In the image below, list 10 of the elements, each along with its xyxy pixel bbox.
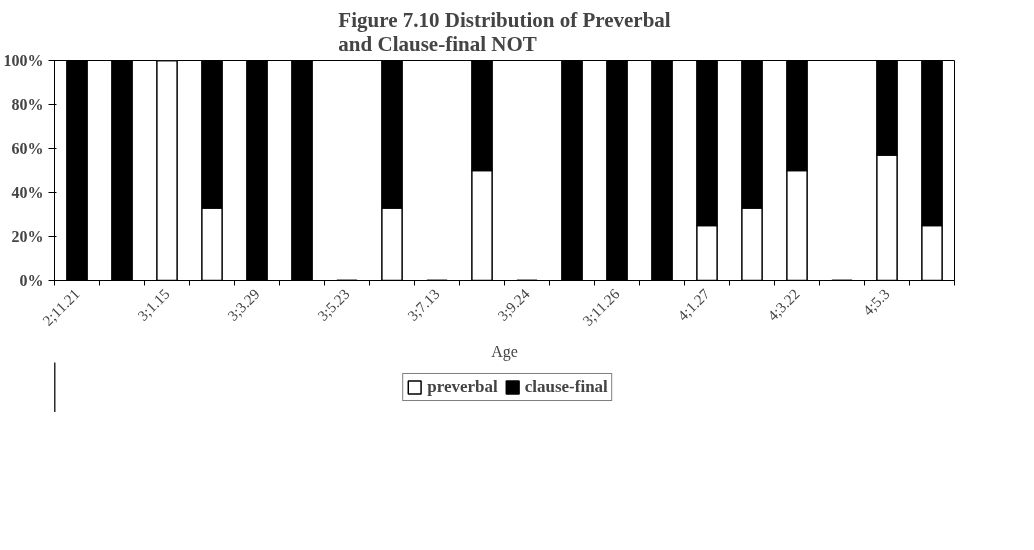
y-tick-label: 40% — [11, 184, 44, 201]
y-tick-label: 100% — [3, 52, 44, 69]
legend-label: clause-final — [524, 377, 608, 397]
y-tick-label: 60% — [11, 140, 44, 157]
y-tick-label: 0% — [19, 272, 44, 289]
x-axis-title: Age — [491, 342, 518, 361]
chart-title: Figure 7.10 Distribution of Preverbal and Clause-final NOT — [338, 7, 671, 56]
y-tick-label: 80% — [11, 96, 44, 113]
y-tick-label: 20% — [11, 228, 44, 245]
legend-label: preverbal — [427, 377, 498, 397]
